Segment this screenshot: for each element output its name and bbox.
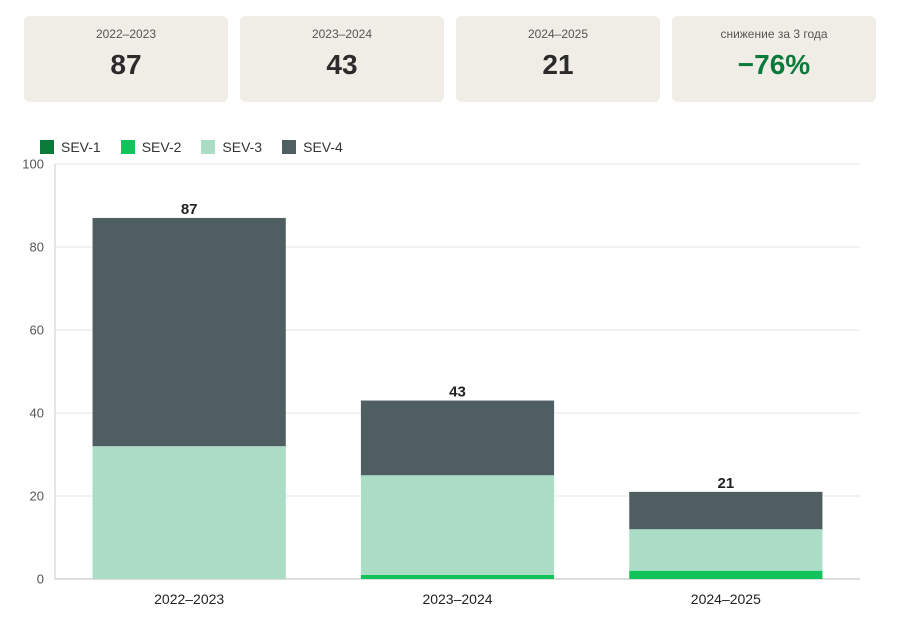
x-category-label: 2023–2024: [422, 591, 492, 607]
bar-segment-sev-2: [629, 570, 823, 579]
card-label: снижение за 3 года: [720, 27, 828, 41]
summary-card-2024-2025: 2024–2025 21: [456, 16, 660, 102]
legend-label-sev4: SEV-4: [303, 139, 343, 155]
legend-item-sev1[interactable]: SEV-1: [40, 139, 101, 155]
bar-total-label: 87: [181, 201, 198, 218]
card-value: 87: [110, 49, 142, 80]
legend-label-sev2: SEV-2: [141, 139, 182, 155]
bar-segment-sev-2: [360, 574, 555, 579]
y-tick-label: 0: [37, 572, 44, 587]
bar-segment-sev-3: [360, 475, 555, 575]
legend-label-sev3: SEV-3: [222, 139, 263, 155]
legend-swatch-sev3: [201, 140, 216, 154]
card-label: 2024–2025: [527, 27, 589, 41]
x-category-label: 2024–2025: [691, 591, 761, 607]
card-label: 2022–2023: [95, 27, 157, 41]
chart-legend: SEV-1 SEV-2 SEV-3 SEV-4: [40, 139, 343, 155]
bar-segment-sev-4: [360, 400, 555, 476]
card-value: 21: [542, 49, 574, 80]
legend-swatch-sev4: [282, 140, 297, 154]
legend-item-sev4[interactable]: SEV-4: [282, 139, 343, 155]
bar-segment-sev-4: [92, 217, 286, 447]
bar-segment-sev-3: [629, 529, 823, 571]
x-category-label: 2022–2023: [154, 591, 224, 607]
legend-swatch-sev1: [40, 140, 54, 154]
bar-total-label: 21: [717, 475, 734, 492]
bar-total-label: 43: [449, 384, 466, 401]
y-tick-label: 40: [30, 406, 44, 421]
bar-segment-sev-3: [92, 446, 286, 579]
y-tick-label: 20: [30, 489, 44, 504]
summary-card-reduction: снижение за 3 года −76%: [672, 16, 876, 102]
bar-segment-sev-4: [629, 491, 823, 530]
summary-card-2022-2023: 2022–2023 87: [24, 16, 228, 102]
y-tick-label: 60: [30, 323, 44, 338]
card-value: 43: [326, 49, 358, 80]
legend-swatch-sev2: [120, 140, 135, 154]
y-tick-label: 100: [22, 157, 44, 172]
card-label: 2023–2024: [311, 27, 373, 41]
y-tick-label: 80: [30, 240, 44, 255]
legend-item-sev2[interactable]: SEV-2: [120, 139, 182, 155]
summary-cards: 2022–2023 87 2023–2024 43 2024–2025 21 с…: [24, 16, 876, 102]
reduction-value: −76%: [737, 49, 811, 80]
legend-label-sev1: SEV-1: [61, 139, 101, 155]
summary-card-2023-2024: 2023–2024 43: [240, 16, 444, 102]
legend-item-sev3[interactable]: SEV-3: [201, 139, 262, 155]
